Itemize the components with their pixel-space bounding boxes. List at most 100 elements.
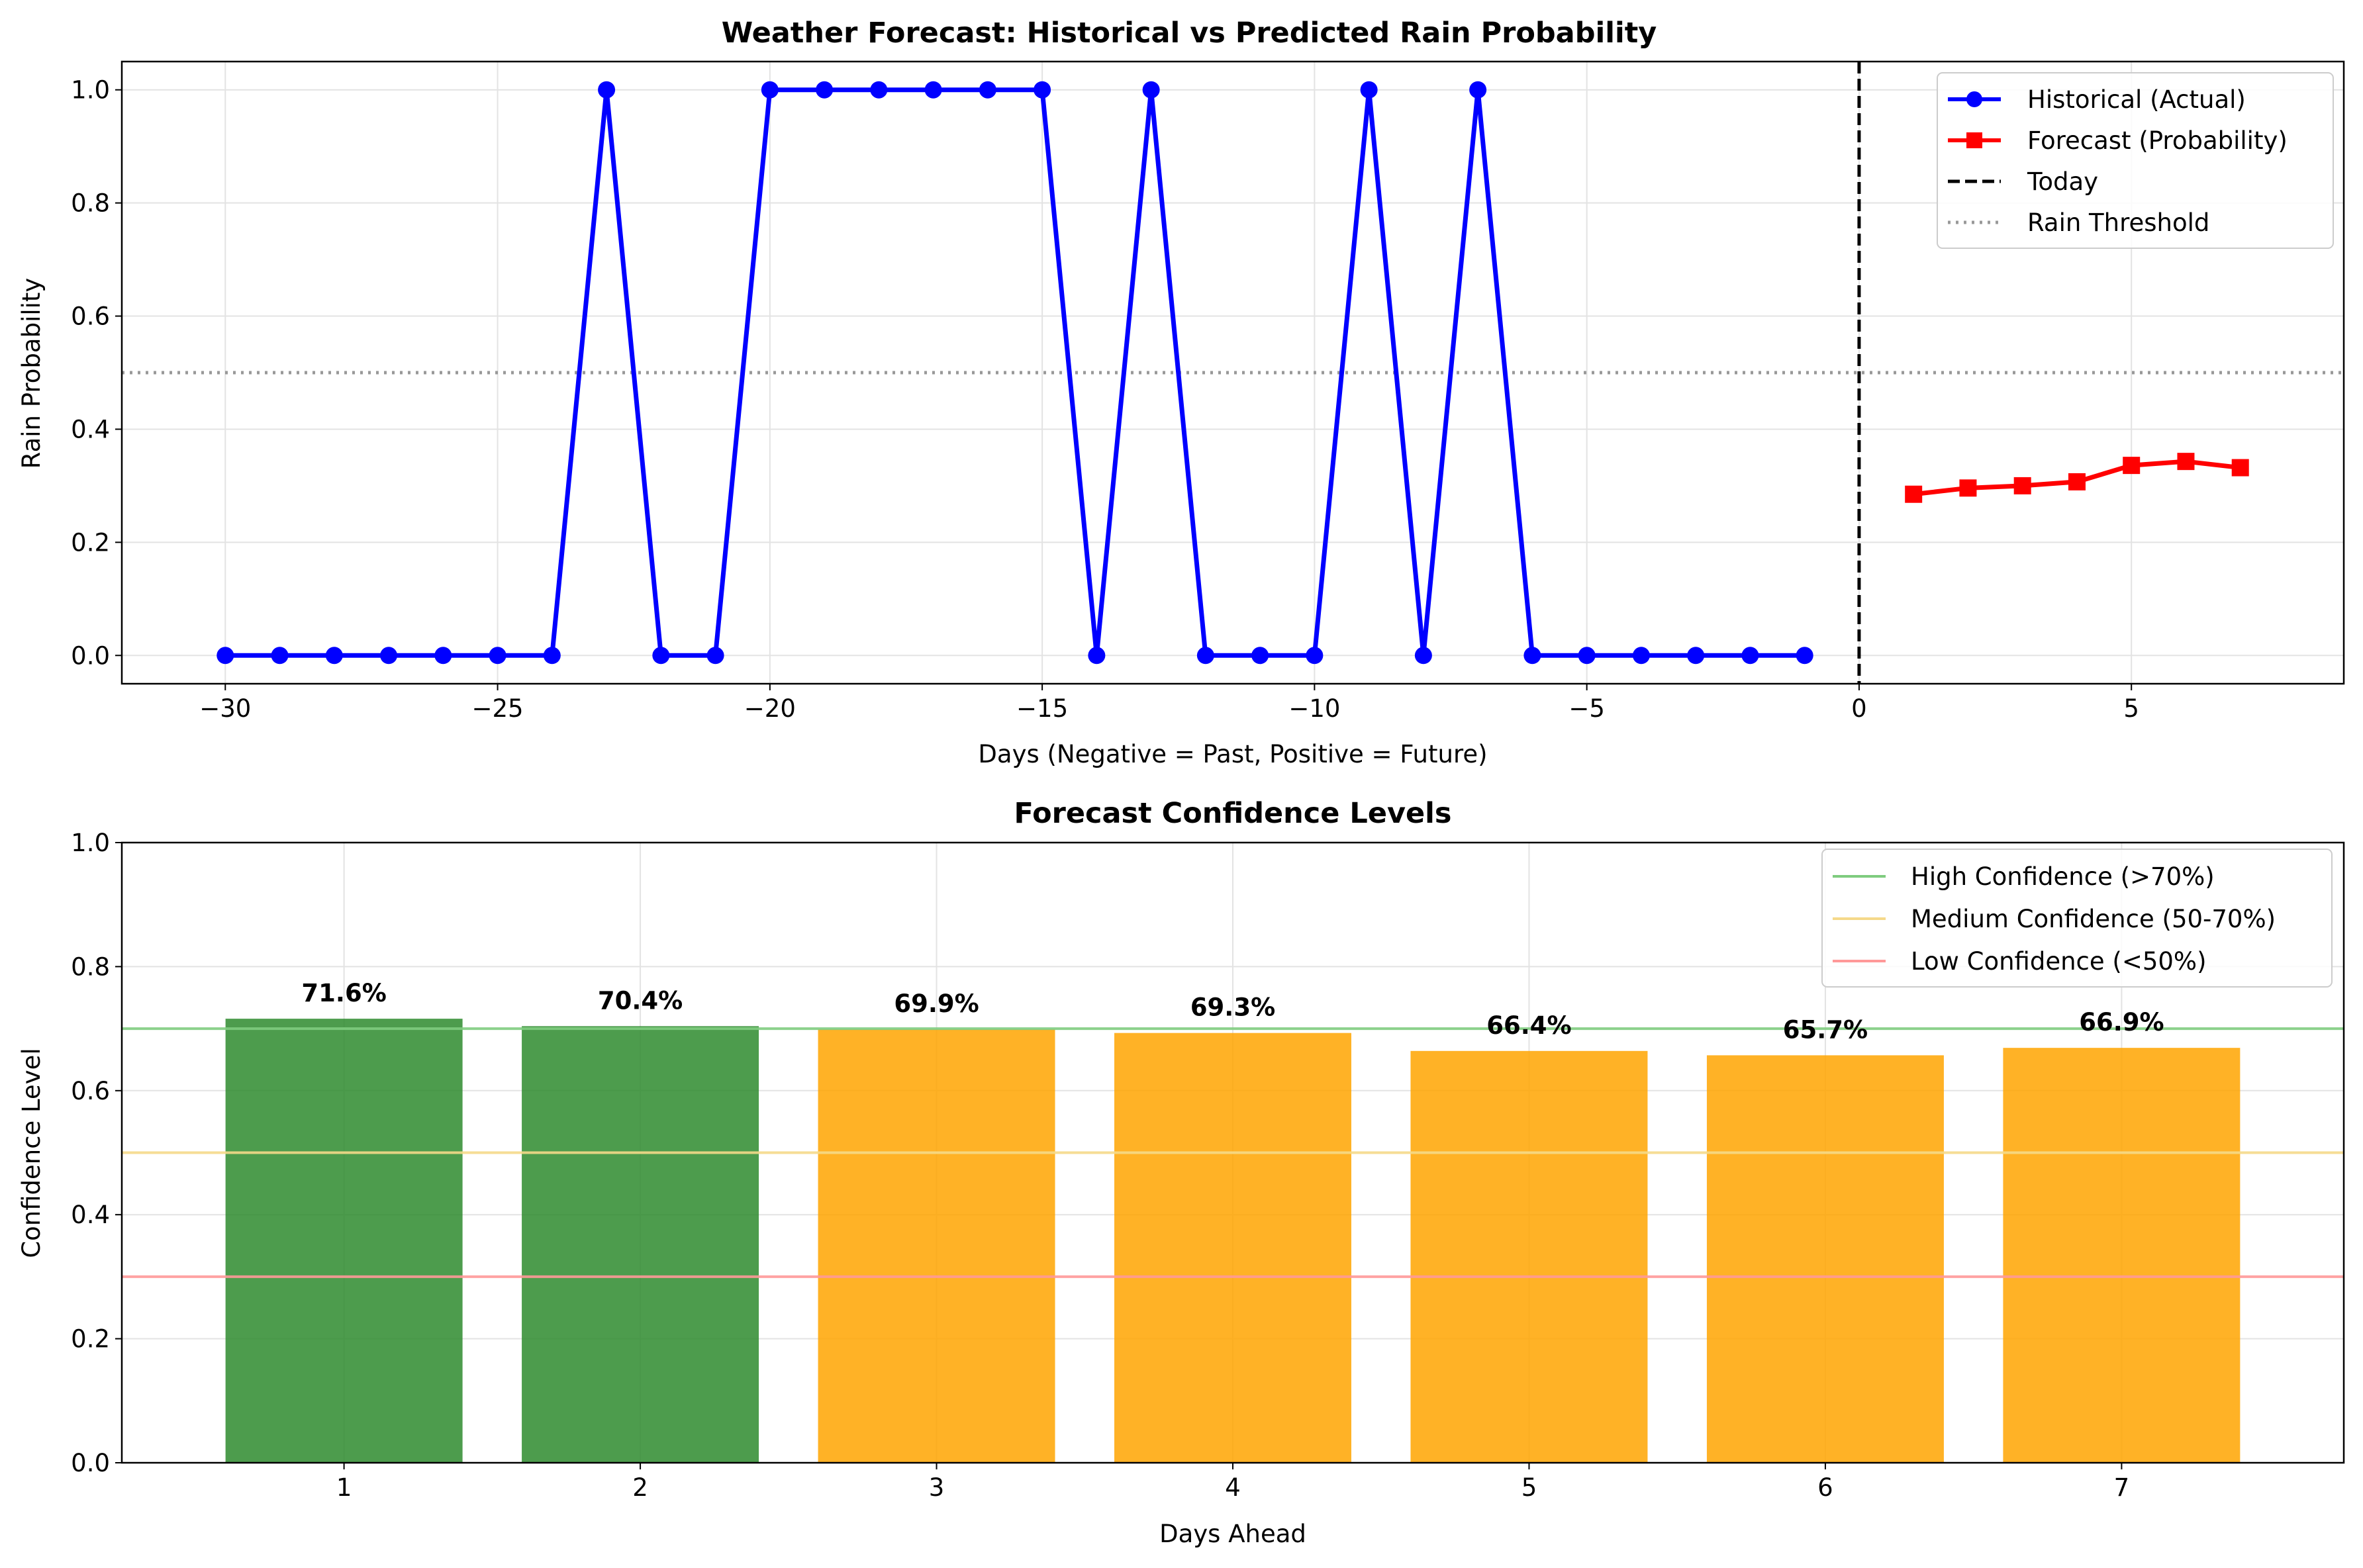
chart-title: Forecast Confidence Levels <box>1014 797 1451 830</box>
historical-point <box>1469 81 1487 99</box>
legend-box <box>1821 849 2333 988</box>
historical-point <box>1796 647 1813 665</box>
y-tick-label: 0.2 <box>71 528 110 557</box>
x-tick-label: 3 <box>929 1473 945 1502</box>
legend-item-historical: Historical (Actual) <box>1948 85 2246 114</box>
forecast-point <box>2231 459 2249 477</box>
forecast-point <box>1959 479 1977 497</box>
plot-frame <box>121 60 2345 685</box>
series-layer <box>217 81 2249 665</box>
historical-point <box>380 647 398 665</box>
x-axis-label: Days (Negative = Past, Positive = Future… <box>978 740 1487 768</box>
historical-point <box>1523 647 1541 665</box>
x-tick-label: −20 <box>744 694 796 723</box>
historical-point <box>325 647 343 665</box>
historical-point <box>1196 647 1214 665</box>
confidence-bar <box>225 1019 463 1463</box>
bar-value-label: 69.3% <box>1190 993 1275 1022</box>
historical-point <box>1687 647 1705 665</box>
legend-label: High Confidence (>70%) <box>1911 862 2215 891</box>
legend: High Confidence (>70%) Medium Confidence… <box>1821 849 2333 988</box>
bar-value-label: 66.4% <box>1486 1011 1571 1040</box>
chart-title: Weather Forecast: Historical vs Predicte… <box>722 17 1657 50</box>
axis-ticks: −30 −25 −20 −15 −10 −5 0 5 0.0 0.2 0.4 0.6 0.8 1.0 <box>71 76 2139 723</box>
historical-point <box>1088 647 1106 665</box>
y-tick-label: 0.0 <box>71 641 110 670</box>
historical-point <box>1741 647 1759 665</box>
historical-point <box>598 81 616 99</box>
bar-value-label: 65.7% <box>1783 1015 1868 1044</box>
y-axis-label: Rain Probability <box>17 278 46 469</box>
bar-value-label: 70.4% <box>598 986 683 1015</box>
confidence-bar <box>1114 1033 1351 1463</box>
confidence-bar <box>2003 1048 2241 1463</box>
y-tick-label: 1.0 <box>71 829 110 857</box>
legend-box <box>1937 72 2334 249</box>
confidence-bar <box>1410 1050 1648 1463</box>
historical-point <box>652 647 670 665</box>
legend-item-medium-confidence: Medium Confidence (50-70%) <box>1833 905 2276 933</box>
x-tick-label: −15 <box>1016 694 1068 723</box>
historical-point <box>924 81 942 99</box>
historical-point <box>1306 647 1324 665</box>
historical-point <box>543 647 561 665</box>
historical-point <box>1578 647 1596 665</box>
legend-label: Historical (Actual) <box>2027 85 2246 114</box>
historical-point <box>271 647 289 665</box>
historical-point <box>1142 81 1160 99</box>
legend-label: Forecast (Probability) <box>2027 126 2288 155</box>
x-tick-label: 2 <box>632 1473 648 1502</box>
y-tick-label: 0.6 <box>71 1077 110 1105</box>
historical-point <box>761 81 779 99</box>
legend-label: Rain Threshold <box>2027 208 2209 237</box>
rain-probability-chart: Weather Forecast: Historical vs Predicte… <box>17 17 2345 768</box>
x-tick-label: 5 <box>2123 694 2139 723</box>
historical-point <box>1034 81 1051 99</box>
legend-label: Medium Confidence (50-70%) <box>1911 905 2276 933</box>
x-tick-label: 0 <box>1851 694 1867 723</box>
x-tick-label: −5 <box>1568 694 1605 723</box>
legend-label: Low Confidence (<50%) <box>1911 947 2207 976</box>
x-tick-label: −25 <box>472 694 524 723</box>
x-tick-label: 1 <box>336 1473 352 1502</box>
reference-lines <box>122 62 2344 684</box>
legend-item-rain-threshold: Rain Threshold <box>1948 208 2209 237</box>
x-axis-label: Days Ahead <box>1159 1520 1306 1548</box>
forecast-point <box>2068 473 2086 490</box>
x-tick-label: 6 <box>1817 1473 1833 1502</box>
historical-point <box>1632 647 1650 665</box>
y-tick-label: 0.4 <box>71 1201 110 1229</box>
bar-value-label: 71.6% <box>301 979 386 1007</box>
reference-lines <box>122 1027 2344 1278</box>
legend-marker <box>1966 132 1982 148</box>
historical-point <box>979 81 996 99</box>
forecast-point <box>2177 453 2195 471</box>
legend-item-today: Today <box>1948 167 2098 196</box>
forecast-point <box>2123 457 2141 475</box>
plot-frame <box>121 841 2345 1464</box>
legend-item-forecast: Forecast (Probability) <box>1948 126 2288 155</box>
historical-point <box>1251 647 1269 665</box>
bar-value-labels: 71.6% 70.4% 69.9% 69.3% 66.4% 65.7% 66.9% <box>301 979 2164 1044</box>
y-tick-label: 0.8 <box>71 189 110 218</box>
historical-point <box>434 647 452 665</box>
x-tick-label: −10 <box>1288 694 1340 723</box>
x-tick-label: 5 <box>1521 1473 1537 1502</box>
forecast-confidence-chart: Forecast Confidence Levels 71.6% 70.4% 69.… <box>17 797 2345 1548</box>
bar-value-label: 66.9% <box>2079 1008 2164 1037</box>
historical-point <box>870 81 888 99</box>
confidence-bar <box>522 1026 759 1463</box>
legend-marker <box>1966 91 1982 107</box>
bars-layer <box>225 1019 2241 1463</box>
x-tick-label: −30 <box>199 694 251 723</box>
historical-point <box>1414 647 1432 665</box>
y-tick-label: 1.0 <box>71 76 110 105</box>
y-tick-label: 0.4 <box>71 415 110 443</box>
y-tick-label: 0.8 <box>71 952 110 981</box>
x-tick-label: 4 <box>1225 1473 1241 1502</box>
forecast-point <box>1905 485 1923 503</box>
historical-line <box>225 87 1805 658</box>
y-tick-label: 0.0 <box>71 1449 110 1477</box>
historical-point <box>1360 81 1378 99</box>
